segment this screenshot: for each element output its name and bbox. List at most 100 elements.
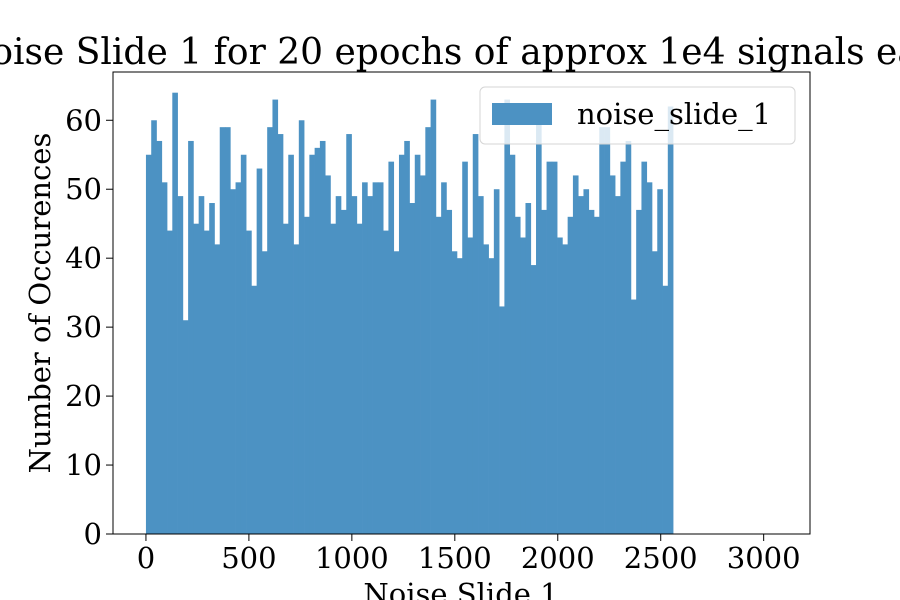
histogram-bar	[209, 203, 215, 534]
axes-frame	[112, 71, 811, 535]
histogram-bar	[182, 320, 189, 534]
histogram-bar	[367, 196, 373, 535]
histogram-bar	[193, 223, 200, 535]
histogram-bar	[383, 230, 389, 534]
histogram-bar	[520, 237, 526, 534]
histogram-bar	[625, 140, 632, 534]
x-tick-label: 2000	[521, 541, 595, 575]
histogram-bar	[235, 182, 242, 534]
histogram-bar	[151, 120, 157, 535]
histogram-bar	[462, 161, 468, 534]
x-tick-label: 500	[221, 541, 276, 575]
histogram-bar	[309, 154, 315, 534]
histogram-bar	[230, 189, 236, 534]
histogram-bar	[641, 161, 648, 534]
x-axis-label: Noise Slide 1	[363, 577, 558, 600]
histogram-bar	[578, 196, 584, 535]
histogram-bar	[514, 216, 521, 534]
histogram-bar	[404, 140, 410, 534]
histogram-bar	[509, 154, 516, 534]
histogram-bar	[620, 161, 626, 534]
histogram-bar	[441, 182, 447, 534]
histogram-bar	[346, 134, 352, 535]
histogram-bar	[472, 134, 479, 535]
legend-box	[479, 86, 796, 145]
histogram-bar	[456, 258, 463, 534]
histogram-bar	[478, 196, 484, 535]
y-tick-label: 40	[65, 241, 102, 275]
histogram-bar	[282, 223, 289, 535]
histogram-bar	[414, 154, 421, 534]
legend-label: noise_slide_1	[577, 97, 771, 132]
histogram-bar	[288, 154, 294, 534]
histogram-bar	[319, 140, 326, 534]
histogram-bar	[251, 285, 257, 534]
histogram-bar	[657, 189, 663, 534]
chart-title: Noise Slide 1 for 20 epochs of approx 1e…	[0, 32, 900, 73]
histogram-bar	[541, 209, 547, 534]
histogram-bar	[546, 161, 553, 534]
y-tick-label: 10	[65, 448, 102, 482]
histogram-bar	[572, 175, 579, 534]
histogram-bar	[314, 147, 321, 534]
histogram-bar	[630, 299, 637, 534]
histogram-bar	[430, 99, 437, 534]
histogram-bar	[261, 251, 268, 535]
histogram-bar	[325, 175, 331, 534]
histogram-bar	[567, 216, 574, 534]
histogram-bar	[646, 182, 653, 534]
histogram-bar	[172, 92, 178, 534]
bars-group	[145, 92, 674, 535]
histogram-bar	[293, 244, 300, 534]
histogram-bar	[662, 285, 669, 534]
histogram-bar	[425, 127, 431, 534]
histogram-bar	[372, 182, 379, 534]
x-tick-label: 3000	[727, 541, 801, 575]
histogram-bar	[177, 196, 184, 535]
histogram-bar	[167, 230, 173, 534]
histogram-bar	[604, 127, 611, 534]
histogram-bar	[377, 182, 384, 534]
histogram-bar	[156, 140, 163, 534]
histogram-bar	[398, 154, 405, 534]
histogram-bar	[599, 127, 605, 534]
x-ticks-group: 0 500 1000 1500 2000 2500 3000	[137, 534, 801, 575]
histogram-bar	[219, 127, 226, 534]
histogram-bar	[667, 106, 674, 535]
histogram-bar	[388, 161, 395, 534]
x-tick-label: 1500	[418, 541, 492, 575]
histogram-bar	[225, 127, 231, 534]
histogram-bar	[409, 203, 416, 534]
histogram-bar	[335, 196, 342, 535]
histogram-bar	[615, 196, 621, 535]
histogram-bar	[467, 237, 474, 534]
y-tick-label: 60	[65, 103, 102, 137]
histogram-bar	[483, 244, 489, 534]
histogram-bar	[504, 99, 511, 534]
histogram-bar	[340, 209, 347, 534]
histogram-bar	[488, 258, 495, 534]
histogram-bar	[256, 168, 263, 535]
histogram-bar	[267, 127, 273, 534]
y-tick-label: 0	[84, 517, 102, 551]
histogram-bar	[161, 182, 168, 534]
histogram-bar	[246, 230, 252, 534]
histogram-bar	[530, 265, 537, 534]
histogram-bar	[304, 216, 310, 534]
histogram-bar	[145, 154, 152, 534]
histogram-bar	[272, 99, 279, 534]
y-tick-label: 30	[65, 310, 102, 344]
histogram-bar	[240, 154, 247, 534]
legend: noise_slide_1	[479, 86, 796, 145]
x-tick-label: 0	[137, 541, 155, 575]
histogram-bar	[493, 189, 500, 534]
legend-swatch	[492, 103, 552, 125]
histogram-bar	[651, 251, 658, 535]
histogram-bar	[583, 189, 590, 534]
y-tick-label: 50	[65, 172, 102, 206]
histogram-bar	[330, 223, 337, 535]
histogram-bar	[214, 244, 221, 534]
histogram-bar	[420, 175, 426, 534]
y-tick-label: 20	[65, 379, 102, 413]
